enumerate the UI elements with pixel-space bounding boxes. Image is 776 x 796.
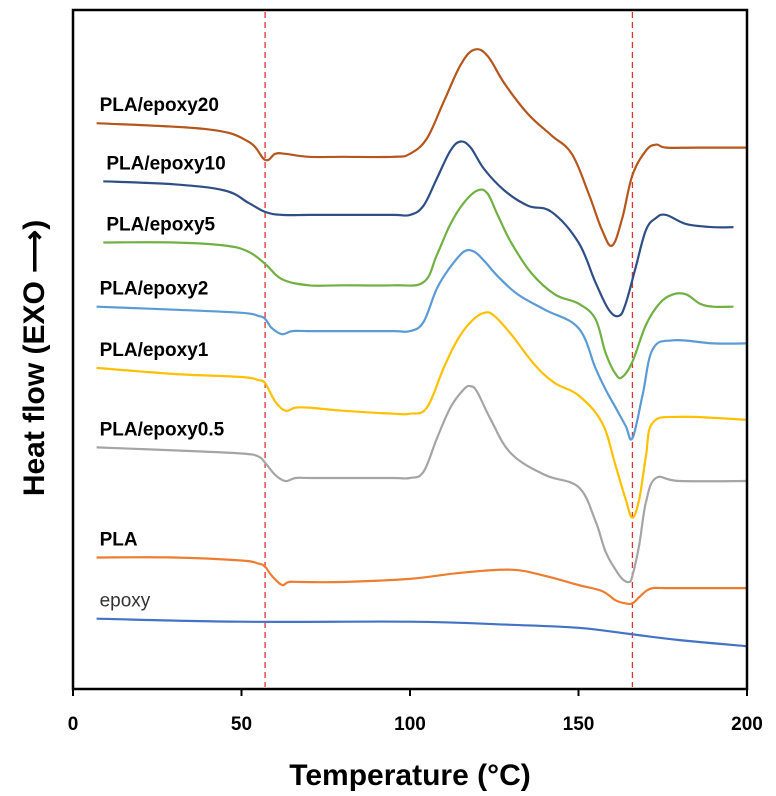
series-layer: [96, 48, 748, 648]
x-tick-label-1: 50: [231, 714, 252, 735]
series-line-pla-epoxy10: [103, 140, 734, 318]
x-ticks: 0 50 100 150 200: [68, 689, 763, 735]
series-label-pla-epoxy2: PLA/epoxy2: [100, 279, 209, 300]
series-labels: PLA/epoxy20 PLA/epoxy10 PLA/epoxy5 PLA/epox…: [100, 95, 226, 611]
series-label-pla-epoxy5: PLA/epoxy5: [106, 214, 215, 235]
x-tick-label-2: 100: [394, 714, 426, 735]
series-line-pla-epoxy0-5: [96, 384, 748, 584]
series-label-pla-epoxy1: PLA/epoxy1: [100, 340, 209, 361]
series-line-pla-epoxy5: [103, 188, 734, 380]
series-label-pla-epoxy0-5: PLA/epoxy0.5: [100, 419, 225, 440]
x-axis-title: Temperature (°C): [289, 759, 530, 792]
y-axis-title: Heat flow (EXO ⟶): [18, 220, 51, 496]
series-line-pla-epoxy20: [96, 48, 747, 247]
series-label-pla-epoxy10: PLA/epoxy10: [106, 153, 225, 174]
series-line-pla-epoxy2: [96, 248, 748, 441]
series-label-pla: PLA: [100, 529, 138, 550]
x-tick-label-0: 0: [68, 714, 79, 735]
series-line-pla: [96, 556, 747, 606]
x-tick-label-3: 150: [563, 714, 595, 735]
series-line-epoxy: [96, 617, 748, 648]
x-tick-label-4: 200: [731, 714, 763, 735]
series-label-pla-epoxy20: PLA/epoxy20: [100, 95, 219, 116]
series-line-pla-epoxy1: [96, 311, 748, 519]
series-label-epoxy: epoxy: [100, 591, 151, 612]
